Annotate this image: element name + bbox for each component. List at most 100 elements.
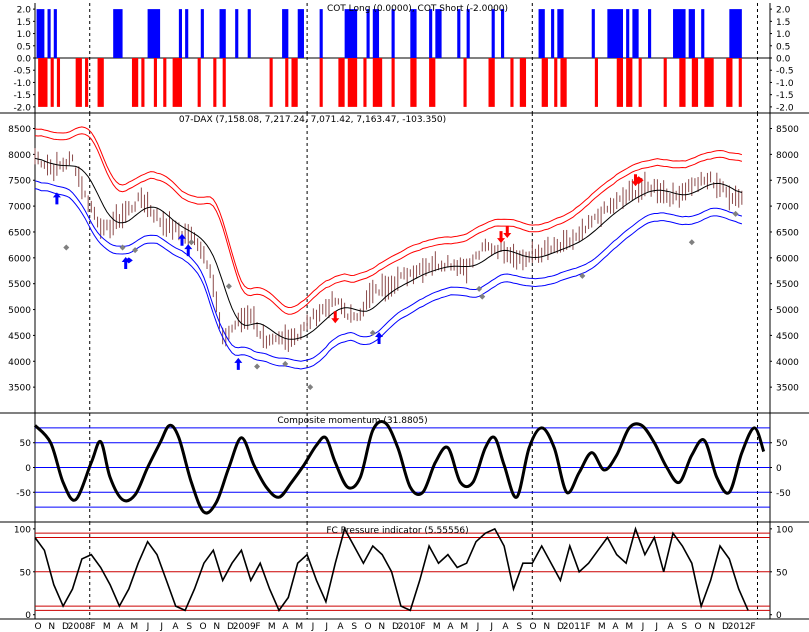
grey-diamond-marker [188,239,195,246]
x-tick-label: 2012 [728,622,751,632]
cot-pane-y-tick-label-right: 0.0 [776,55,791,65]
cot-long-bar [344,9,358,58]
price-pane-y-tick-label-left: 7000 [8,203,31,213]
cot-short-bar [638,58,642,107]
x-tick-label: F [255,622,260,632]
x-tick-label: 2008 [68,622,91,632]
price-pane-y-tick-label-left: 4500 [8,332,31,342]
x-tick-label: A [337,622,344,632]
x-tick-label: J [654,622,658,632]
cot-long-bar [185,9,189,58]
cot-short-bar [663,58,667,107]
grey-diamond-marker [119,244,126,251]
momentum-pane-y-tick-label-left: -50 [16,489,31,499]
cot-pane-y-tick-label-left: 1.5 [17,18,31,28]
cot-long-bar [607,9,623,58]
x-tick-label: M [460,622,468,632]
momentum-pane-y-tick-label-right: -50 [776,489,791,499]
cot-long-bar [457,9,461,58]
cot-long-bar [429,9,433,58]
blue-diamond-marker [124,257,133,264]
pressure-pane-y-tick-label-left: 50 [20,568,32,578]
cot-long-bar [673,9,686,58]
cot-short-bar [488,58,495,107]
x-tick-label: J [489,622,493,632]
pressure-pane-y-tick-label-left: 0 [25,611,31,621]
price-pane-y-tick-label-right: 6000 [776,254,799,264]
x-tick-label: M [130,622,138,632]
cot-short-bar [347,58,358,107]
x-tick-label: D [62,622,69,632]
cot-short-bar [691,58,699,107]
momentum-pane-y-tick-label-left: 0 [25,464,31,474]
cot-short-bar [594,58,598,107]
cot-long-bar [391,9,395,58]
x-tick-label: J [159,622,163,632]
x-tick-label: A [612,622,619,632]
price-pane-y-tick-label-left: 8000 [8,151,31,161]
cot-long-bar [435,9,442,58]
cot-short-bar [519,58,527,107]
x-tick-label: O [694,622,701,632]
chart-panes: 2.0 2.0 1.5 1.5 1.0 1.0 0.5 0.5 0.0 0.0 -0.5 -0.5 -1… [0,3,809,621]
x-tick-label: M [433,622,441,632]
price-pane-y-tick-label-right: 8500 [776,125,799,135]
cot-long-bar [501,9,505,58]
price-pane-y-tick-label-right: 8000 [776,151,799,161]
middle-band-line [34,157,743,340]
x-tick-label: 2009 [233,622,256,632]
cot-short-bar [197,58,201,107]
cot-pane-y-tick-label-left: 0.5 [17,42,31,52]
cot-short-bar [131,58,139,107]
momentum-pane-y-tick-label-right: 50 [776,439,788,449]
x-tick-label: F [585,622,590,632]
cot-short-bar [510,58,514,107]
x-tick-label: N [213,622,220,632]
x-tick-label: 2010 [398,622,421,632]
x-tick-label: O [199,622,206,632]
cot-long-bar [36,9,45,58]
x-tick-label: D [557,622,564,632]
x-tick-label: N [543,622,550,632]
grey-diamond-marker [688,239,695,246]
cot-short-bar [38,58,48,107]
buy-arrow-icon [178,233,186,246]
cot-short-bar [410,58,417,107]
price-pane-y-tick-label-right: 7000 [776,203,799,213]
x-tick-label: A [282,622,289,632]
cot-short-bar [363,58,367,107]
upper-band-outer-line [34,126,743,309]
pressure-pane-y-tick-label-left: 100 [14,525,31,535]
x-tick-label: N [378,622,385,632]
cot-long-bar [538,9,545,58]
buy-arrow-icon [52,192,61,205]
price-pane-y-tick-label-left: 5500 [8,280,31,290]
cot-short-bar [141,58,145,107]
cot-pane-y-tick-label-right: -1.5 [776,91,794,101]
x-tick-label: A [667,622,674,632]
momentum-pane-y-tick-label-right: 0 [776,464,782,474]
grey-diamond-marker [132,247,139,254]
x-tick-label: S [516,622,522,632]
cot-short-bar [222,58,226,107]
cot-pane-y-tick-label-left: 0.0 [17,55,32,65]
cot-pane-y-tick-label-left: -2.0 [13,103,31,113]
x-tick-label: A [502,622,509,632]
cot-long-bar [632,9,639,58]
cot-short-bar [429,58,436,107]
cot-pane-y-tick-label-left: -1.5 [13,91,31,101]
x-tick-label: F [750,622,755,632]
grey-diamond-marker [479,293,486,300]
price-pane-y-tick-label-right: 5000 [776,306,799,316]
x-tick-label: O [364,622,371,632]
price-pane-y-tick-label-right: 4500 [776,332,799,342]
cot-pane-y-tick-label-left: 1.0 [17,30,32,40]
cot-long-bar [219,9,226,58]
cot-long-bar [701,9,705,58]
cot-short-bar [541,58,548,107]
grey-diamond-marker [63,244,70,251]
x-tick-label: J [324,622,328,632]
x-tick-label: J [641,622,645,632]
cot-pane-y-tick-label-right: -2.0 [776,103,794,113]
